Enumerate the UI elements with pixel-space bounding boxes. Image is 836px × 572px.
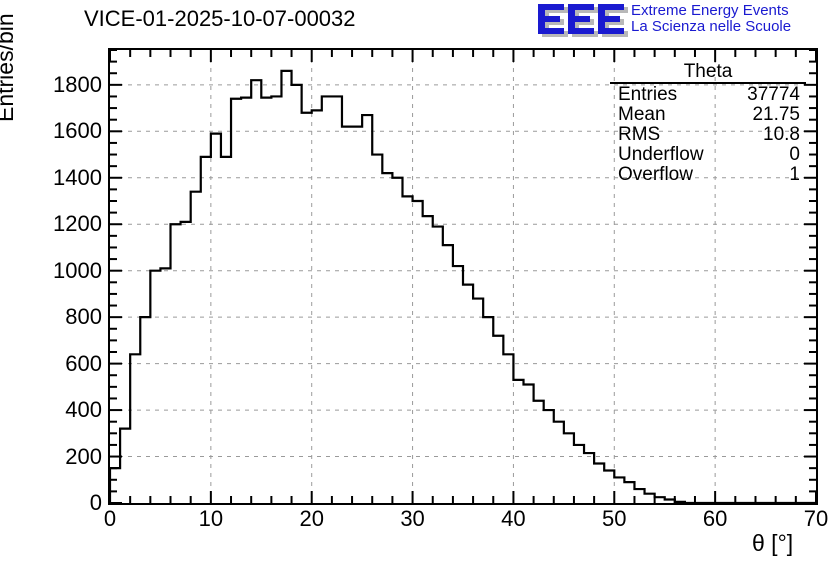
stats-box-rows: Entries 37774 Mean 21.75 RMS 10.8 Underflow 0 Ov… xyxy=(610,85,806,185)
y-tick-label: 0 xyxy=(89,490,102,515)
stats-row-key: Entries xyxy=(618,84,678,105)
x-tick-label: 0 xyxy=(103,506,117,531)
stats-row: Underflow 0 xyxy=(610,145,806,165)
eee-logo-mark-icon xyxy=(538,3,628,37)
x-tick-label: 30 xyxy=(400,506,425,531)
stats-row-value: 10.8 xyxy=(763,124,800,145)
histogram-step-curve xyxy=(110,69,816,503)
stats-row: RMS 10.8 xyxy=(610,125,806,145)
x-axis-title: θ [°] xyxy=(752,530,794,556)
plot-frame xyxy=(108,48,818,505)
axis-ticks xyxy=(110,50,816,503)
stats-row: Entries 37774 xyxy=(610,85,806,105)
stats-row-key: Mean xyxy=(618,104,666,125)
eee-logo: Extreme Energy Events La Scienza nelle S… xyxy=(538,3,791,37)
y-axis-tick-labels: 0 200 400 600 800 1000 1200 1400 1600 1800 xyxy=(0,0,102,572)
stats-row-value: 1 xyxy=(789,164,800,185)
stats-box-title: Theta xyxy=(610,62,806,84)
eee-logo-line2: La Scienza nelle Scuole xyxy=(631,17,792,35)
x-tick-label: 60 xyxy=(702,506,728,531)
x-axis-tick-labels: 0 10 20 30 40 50 60 70 xyxy=(0,506,836,536)
stats-row: Mean 21.75 xyxy=(610,105,806,125)
x-tick-label: 40 xyxy=(501,506,526,531)
stats-row-value: 37774 xyxy=(747,84,800,105)
y-tick-label: 800 xyxy=(65,304,102,330)
x-tick-label: 10 xyxy=(198,506,224,531)
x-tick-label: 50 xyxy=(602,506,627,531)
stats-box: Theta Entries 37774 Mean 21.75 RMS 10.8 Underf… xyxy=(610,62,806,185)
x-tick-label: 70 xyxy=(803,506,829,531)
y-axis-title: Entries/bin xyxy=(0,13,18,122)
y-tick-label: 1800 xyxy=(53,71,102,97)
y-tick-label: 1000 xyxy=(53,257,102,283)
stats-row-key: RMS xyxy=(618,124,661,145)
histogram-svg xyxy=(110,50,816,503)
y-tick-label: 200 xyxy=(65,443,102,469)
page-title: VICE-01-2025-10-07-00032 xyxy=(84,6,356,31)
y-tick-label: 600 xyxy=(65,350,102,376)
stats-row-value: 21.75 xyxy=(752,104,800,125)
y-tick-label: 400 xyxy=(65,397,102,423)
y-tick-label: 1400 xyxy=(53,164,102,190)
y-tick-label: 1600 xyxy=(53,118,102,144)
x-tick-label: 20 xyxy=(299,506,324,531)
eee-logo-text: Extreme Energy Events La Scienza nelle S… xyxy=(631,3,791,34)
plot-area xyxy=(110,50,816,503)
y-tick-label: 1200 xyxy=(53,211,102,237)
eee-logo-line1: Extreme Energy Events xyxy=(631,2,789,19)
grid-lines xyxy=(110,50,816,503)
stats-row-value: 0 xyxy=(789,144,800,165)
stats-row-key: Underflow xyxy=(618,144,704,165)
stats-row: Overflow 1 xyxy=(610,165,806,185)
stats-row-key: Overflow xyxy=(618,164,693,185)
